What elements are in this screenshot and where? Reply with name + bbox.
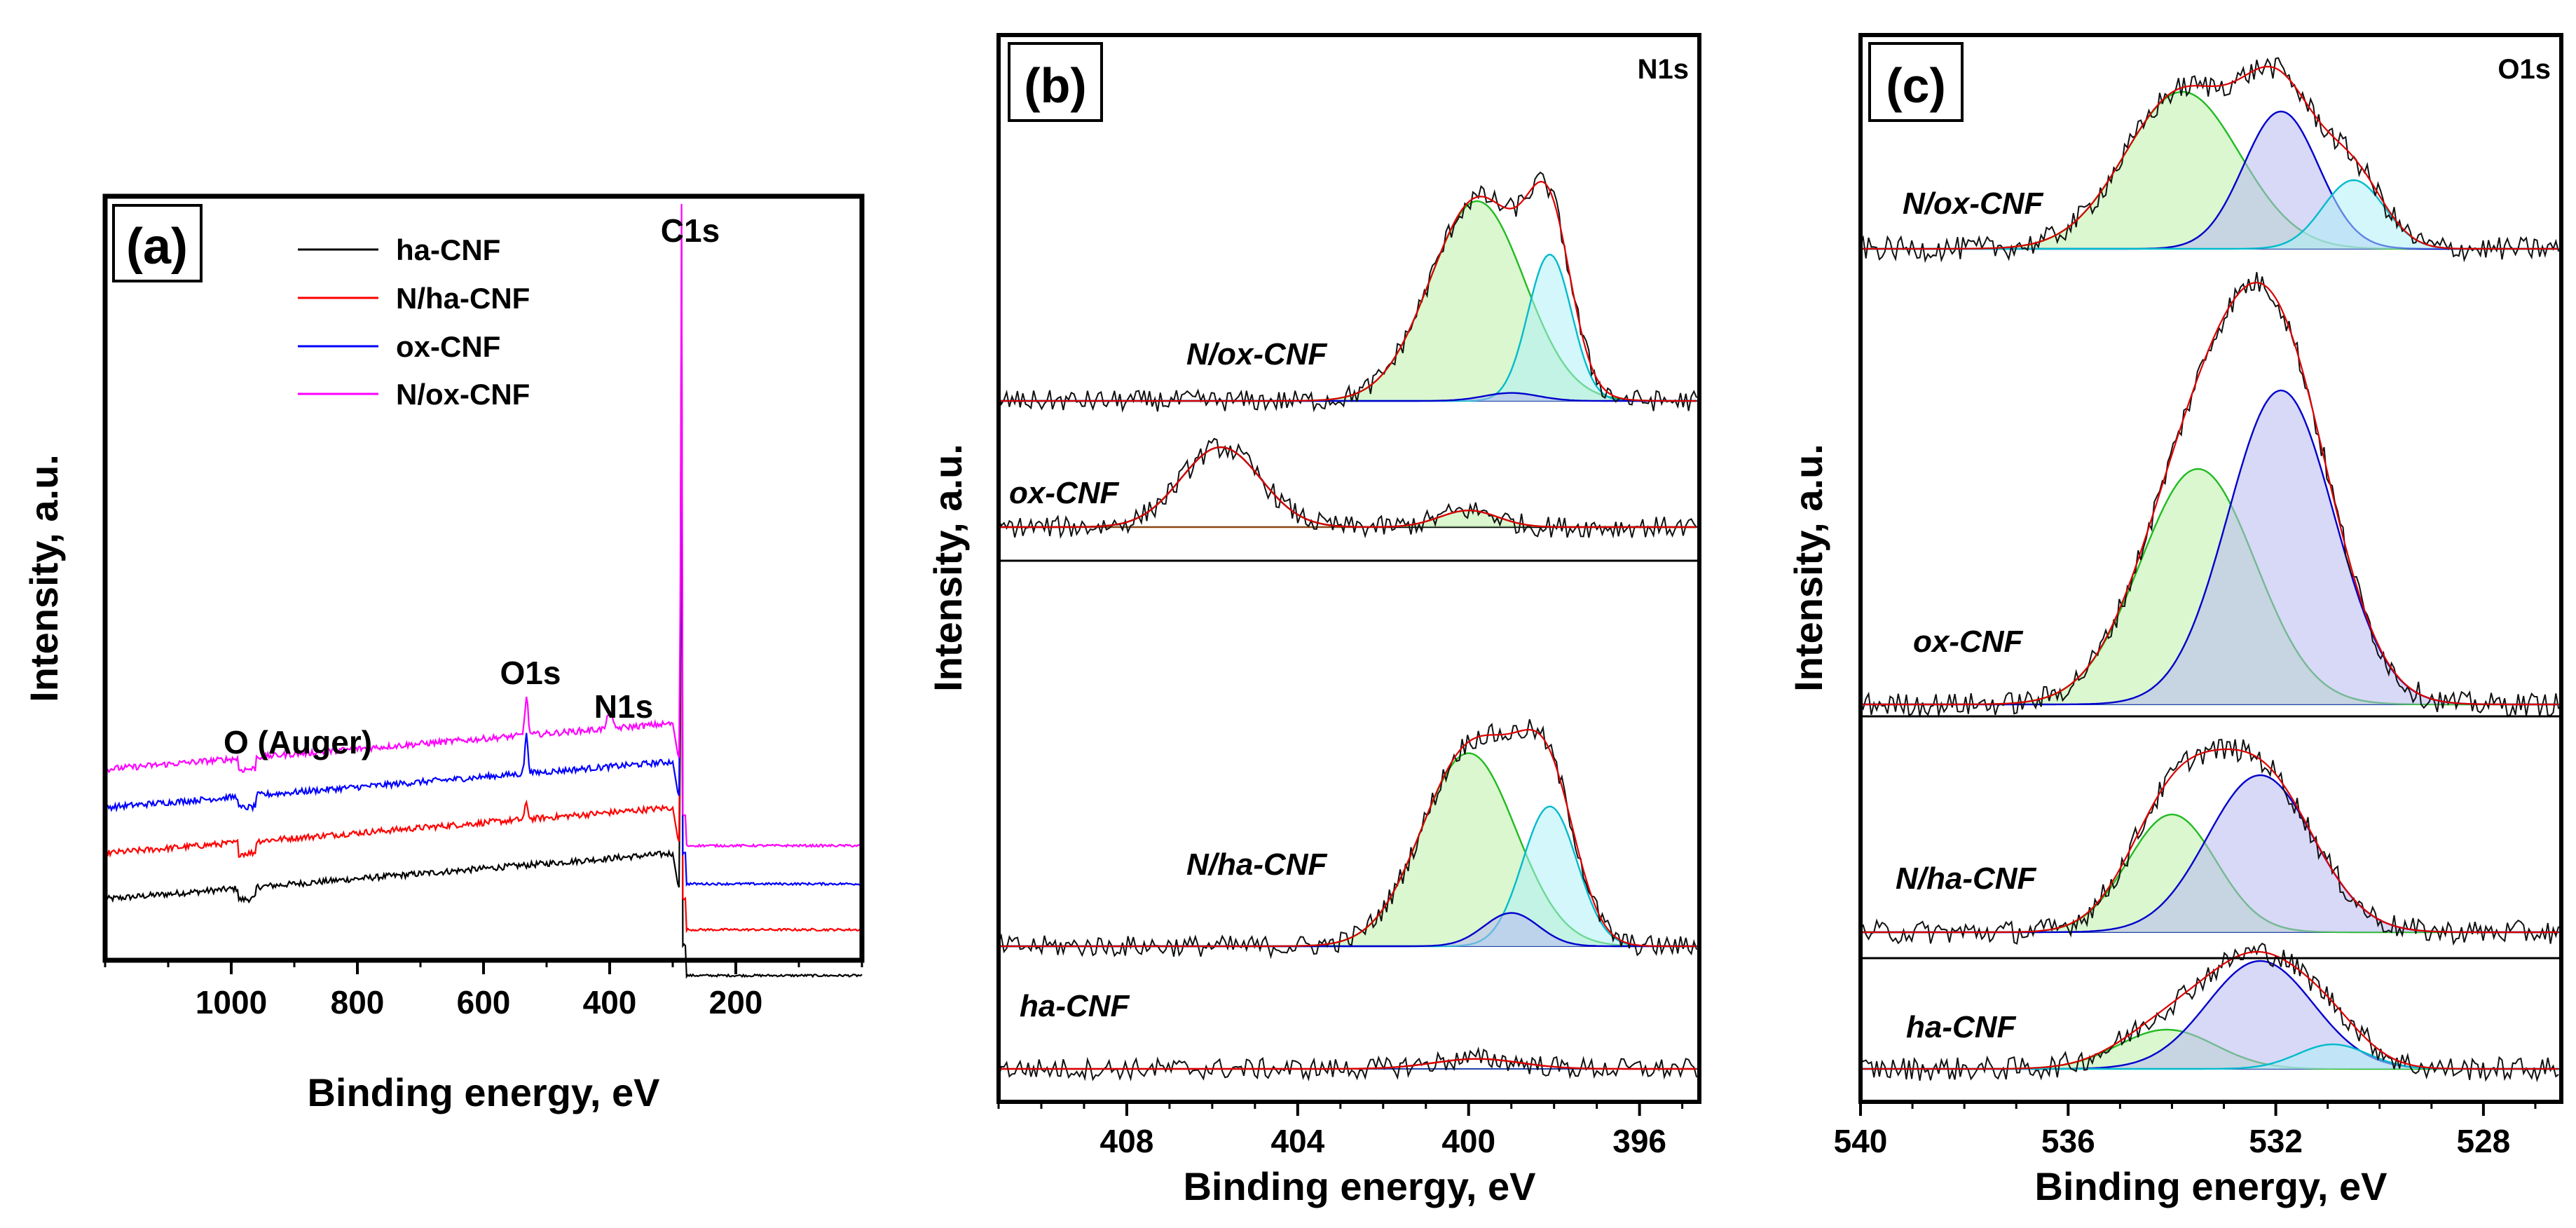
annotation-o-auger: O (Auger)	[224, 724, 372, 760]
x-tick-label: 400	[583, 984, 637, 1021]
trace-n-ox-cnf	[1860, 57, 2561, 264]
panel-c-title: O1s	[2498, 54, 2551, 85]
panel-c-xlabel: Binding energy, eV	[2034, 1164, 2387, 1208]
panel-b-traces	[998, 171, 1699, 1082]
raw-data-line	[1860, 272, 2560, 716]
panel-a-ylabel: Intensity, a.u.	[22, 454, 66, 702]
trace-ox-cnf	[1860, 272, 2561, 716]
raw-data-line	[998, 437, 1697, 539]
envelope-line	[1861, 950, 2559, 1070]
envelope-line	[1861, 282, 2559, 706]
legend-label-ha-cnf: ha-CNF	[396, 233, 500, 266]
annotation-c1s: C1s	[661, 212, 720, 249]
envelope-line	[999, 446, 1697, 528]
panel-c-frame	[1858, 33, 2563, 1104]
component-fill	[1861, 775, 2561, 932]
trace-n-ha-cnf	[1860, 739, 2561, 946]
x-tick-label: 600	[457, 984, 511, 1021]
x-tick-label: 404	[1270, 1123, 1324, 1159]
x-tick-label: 1000	[196, 984, 267, 1021]
panel-b-frame	[996, 33, 1701, 1104]
panel-a-legend: ha-CNF N/ha-CNF ox-CNF N/ox-CNF	[298, 233, 530, 411]
panel-a: (a) 1000 800 600 400 200 Binding energy, eV …	[22, 193, 865, 1114]
envelope-line	[1861, 748, 2559, 934]
panel-c-trace-label-ox-cnf: ox-CNF	[1913, 625, 2024, 659]
panel-b-xlabel: Binding energy, eV	[1183, 1164, 1535, 1208]
trace-ha-cnf	[1860, 942, 2561, 1083]
panel-b-trace-label-n-ox-cnf: N/ox-CNF	[1186, 337, 1328, 371]
x-tick-label: 800	[331, 984, 385, 1021]
component-fill	[1861, 180, 2561, 249]
panel-c-traces	[1860, 57, 2561, 1083]
panel-a-xlabel: Binding energy, eV	[307, 1070, 659, 1114]
annotation-n1s: N1s	[594, 688, 653, 725]
legend-label-ox-cnf: ox-CNF	[396, 330, 500, 363]
panel-c-label-box	[1868, 42, 1964, 122]
panel-b-x-ticks: 408 404 400 396	[997, 1102, 1684, 1159]
x-tick-label: 540	[1834, 1123, 1888, 1159]
panel-a-x-ticks: 1000 800 600 400 200	[104, 960, 863, 1021]
series-line-n-ha-cnf	[104, 287, 863, 934]
panel-b-label: (b)	[1024, 58, 1086, 113]
trace-ox-cnf	[998, 437, 1699, 539]
series-line-ha-cnf	[104, 334, 863, 979]
panel-a-series	[104, 203, 863, 979]
envelope-line	[999, 1058, 1697, 1070]
component-fill	[999, 254, 1699, 401]
envelope-line	[999, 180, 1697, 402]
panel-c-label: (c)	[1886, 58, 1946, 113]
component-fill	[1861, 961, 2561, 1069]
x-tick-label: 408	[1100, 1123, 1154, 1159]
component-fill	[1861, 390, 2561, 704]
panel-c-x-ticks: 540 536 532 528	[1834, 1102, 2537, 1159]
trace-n-ha-cnf	[998, 719, 1699, 960]
panel-c-trace-label-n-ox-cnf: N/ox-CNF	[1903, 186, 2044, 221]
envelope-line	[1861, 65, 2559, 250]
panel-c-ylabel: Intensity, a.u.	[1786, 444, 1830, 692]
component-fill	[1861, 92, 2561, 249]
panel-b-trace-label-ha-cnf: ha-CNF	[1020, 989, 1130, 1023]
trace-ha-cnf	[998, 1046, 1699, 1082]
x-tick-label: 532	[2249, 1123, 2303, 1159]
x-tick-label: 396	[1612, 1123, 1666, 1159]
x-tick-label: 200	[709, 984, 763, 1021]
x-tick-label: 536	[2041, 1123, 2095, 1159]
panel-c: (c) O1s 540 536 532 528 Binding energy, eV …	[1786, 33, 2563, 1208]
component-fill	[1861, 1044, 2561, 1069]
component-fill	[999, 913, 1699, 946]
annotation-o1s: O1s	[500, 655, 561, 691]
panel-c-trace-label-ha-cnf: ha-CNF	[1906, 1010, 2017, 1044]
legend-label-n-ox-cnf: N/ox-CNF	[396, 378, 530, 411]
raw-data-line	[1860, 57, 2560, 264]
series-line-n-ox-cnf	[104, 203, 863, 849]
envelope-line	[999, 728, 1697, 948]
panel-b: (b) N1s 408 404 400 396 Binding energy, eV …	[926, 33, 1701, 1208]
trace-n-ox-cnf	[998, 171, 1699, 413]
panel-b-ylabel: Intensity, a.u.	[926, 444, 970, 692]
raw-data-line	[1860, 739, 2560, 946]
panel-b-trace-label-n-ha-cnf: N/ha-CNF	[1186, 847, 1328, 882]
x-tick-label: 528	[2457, 1123, 2511, 1159]
panel-c-trace-label-n-ha-cnf: N/ha-CNF	[1896, 861, 2037, 896]
series-line-ox-cnf	[104, 242, 863, 887]
panel-a-label-box	[112, 204, 203, 282]
component-fill	[999, 806, 1699, 946]
legend-label-n-ha-cnf: N/ha-CNF	[396, 282, 530, 315]
component-fill	[999, 393, 1699, 401]
panel-b-title: N1s	[1638, 54, 1689, 85]
panel-b-label-box	[1008, 42, 1103, 122]
panel-a-label: (a)	[126, 219, 188, 275]
x-tick-label: 400	[1441, 1123, 1495, 1159]
panel-b-trace-label-ox-cnf: ox-CNF	[1009, 476, 1120, 510]
